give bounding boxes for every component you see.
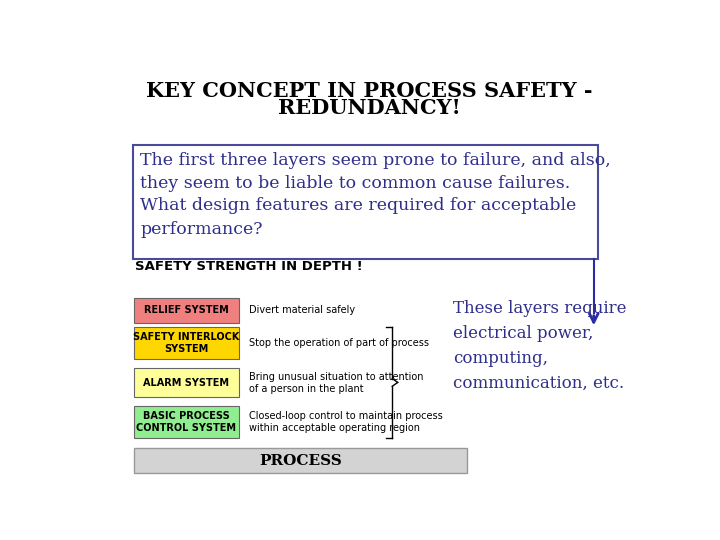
Text: ALARM SYSTEM: ALARM SYSTEM — [143, 378, 230, 388]
FancyBboxPatch shape — [134, 448, 467, 473]
Text: Stop the operation of part of process: Stop the operation of part of process — [249, 338, 429, 348]
Text: SAFETY STRENGTH IN DEPTH !: SAFETY STRENGTH IN DEPTH ! — [135, 260, 363, 273]
Text: Divert material safely: Divert material safely — [249, 306, 355, 315]
FancyBboxPatch shape — [134, 298, 239, 323]
Text: What design features are required for acceptable
performance?: What design features are required for ac… — [140, 197, 577, 238]
Text: RELIEF SYSTEM: RELIEF SYSTEM — [144, 306, 229, 315]
FancyBboxPatch shape — [134, 327, 239, 359]
FancyBboxPatch shape — [134, 368, 239, 397]
FancyBboxPatch shape — [134, 406, 239, 438]
Text: These layers require
electrical power,
computing,
communication, etc.: These layers require electrical power, c… — [453, 300, 626, 392]
Text: Closed-loop control to maintain process
within acceptable operating region: Closed-loop control to maintain process … — [249, 411, 443, 433]
Text: REDUNDANCY!: REDUNDANCY! — [278, 98, 460, 118]
Text: BASIC PROCESS
CONTROL SYSTEM: BASIC PROCESS CONTROL SYSTEM — [137, 411, 236, 433]
Text: PROCESS: PROCESS — [259, 454, 342, 468]
FancyBboxPatch shape — [132, 145, 598, 259]
Text: Bring unusual situation to attention
of a person in the plant: Bring unusual situation to attention of … — [249, 372, 423, 394]
Text: SAFETY INTERLOCK
SYSTEM: SAFETY INTERLOCK SYSTEM — [133, 332, 240, 354]
Text: KEY CONCEPT IN PROCESS SAFETY -: KEY CONCEPT IN PROCESS SAFETY - — [145, 81, 593, 101]
Text: The first three layers seem prone to failure, and also,
they seem to be liable t: The first three layers seem prone to fai… — [140, 152, 611, 192]
